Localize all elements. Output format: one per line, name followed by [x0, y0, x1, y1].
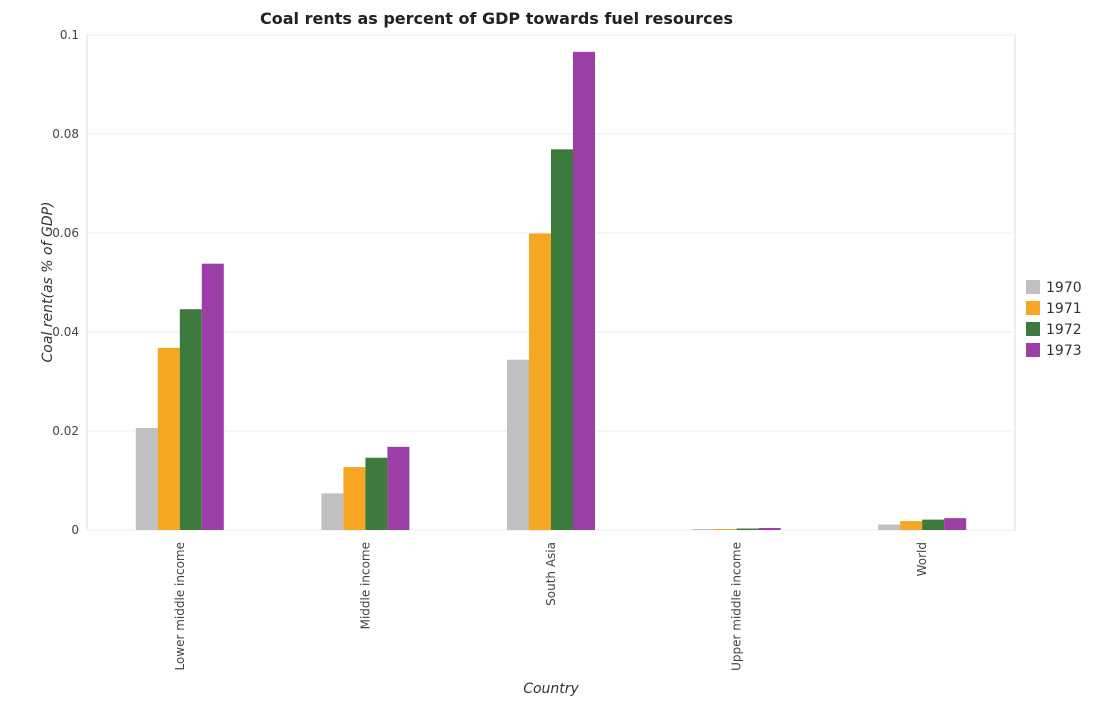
gridlines [87, 34, 1015, 531]
bar-1972-2 [551, 149, 573, 530]
bar-1971-3 [714, 529, 737, 530]
y-tick-label: 0.1 [60, 28, 79, 42]
chart-title: Coal rents as percent of GDP towards fue… [260, 9, 733, 28]
bar-1973-2 [573, 51, 595, 530]
x-tick-label: South Asia [544, 542, 558, 606]
x-tick-label: World [915, 542, 929, 576]
bar-1971-0 [157, 347, 180, 530]
bar-1970-0 [135, 428, 158, 530]
bar-1972-1 [365, 457, 388, 530]
legend-swatch [1026, 301, 1040, 315]
bar-1972-3 [736, 528, 759, 530]
legend-label: 1971 [1046, 301, 1082, 317]
legend-label: 1973 [1046, 343, 1082, 359]
bar-1973-4 [944, 518, 967, 530]
legend-label: 1972 [1046, 322, 1082, 338]
y-axis-title: Coal rent(as % of GDP) [40, 201, 56, 362]
y-tick-label: 0.02 [52, 424, 79, 438]
x-axis-ticks: Lower middle income Middle income South As… [173, 542, 929, 671]
bar-1972-0 [179, 309, 202, 530]
y-tick-label: 0 [71, 523, 79, 537]
x-axis-title: Country [523, 681, 579, 697]
y-tick-label: 0.08 [52, 127, 79, 141]
x-tick-label: Upper middle income [730, 542, 744, 671]
legend-label: 1970 [1046, 280, 1082, 296]
x-tick-label: Lower middle income [173, 542, 187, 671]
bar-1971-2 [529, 233, 551, 530]
bar-1971-4 [900, 521, 923, 530]
y-tick-label: 0.04 [52, 325, 79, 339]
bar-1970-2 [507, 359, 529, 530]
legend: 1970 1971 1972 1973 [1026, 280, 1082, 359]
legend-swatch [1026, 343, 1040, 357]
y-axis-ticks: 0 0.02 0.04 0.06 0.08 0.1 [52, 28, 79, 537]
legend-swatch [1026, 280, 1040, 294]
bar-1972-4 [922, 519, 945, 530]
bar-1973-0 [201, 263, 224, 530]
bar-1970-1 [321, 493, 344, 530]
legend-swatch [1026, 322, 1040, 336]
bar-1970-4 [878, 524, 901, 530]
bar-1970-3 [692, 529, 715, 530]
bars-group [135, 51, 967, 530]
bar-1973-1 [387, 446, 410, 530]
bar-1973-3 [758, 528, 781, 530]
y-tick-label: 0.06 [52, 226, 79, 240]
bar-1971-1 [343, 467, 366, 530]
x-tick-label: Middle income [358, 542, 372, 629]
